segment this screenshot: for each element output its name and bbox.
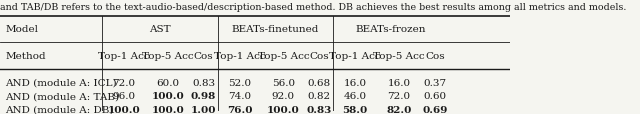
Text: 74.0: 74.0 — [228, 91, 251, 100]
Text: 100.0: 100.0 — [108, 105, 140, 114]
Text: 0.82: 0.82 — [308, 91, 331, 100]
Text: Cos: Cos — [425, 51, 445, 60]
Text: Method: Method — [5, 51, 45, 60]
Text: 100.0: 100.0 — [151, 91, 184, 100]
Text: 0.60: 0.60 — [424, 91, 447, 100]
Text: 0.68: 0.68 — [308, 78, 331, 87]
Text: Top-1 Acc: Top-1 Acc — [98, 51, 150, 60]
Text: 0.37: 0.37 — [424, 78, 447, 87]
Text: BEATs-finetuned: BEATs-finetuned — [232, 25, 319, 34]
Text: Cos: Cos — [194, 51, 213, 60]
Text: 0.69: 0.69 — [422, 105, 447, 114]
Text: BEATs-frozen: BEATs-frozen — [356, 25, 426, 34]
Text: AST: AST — [149, 25, 171, 34]
Text: AND (module A: TAB): AND (module A: TAB) — [5, 91, 119, 100]
Text: 1.00: 1.00 — [191, 105, 216, 114]
Text: Top-5 Acc: Top-5 Acc — [257, 51, 309, 60]
Text: 96.0: 96.0 — [112, 91, 136, 100]
Text: 82.0: 82.0 — [387, 105, 412, 114]
Text: 0.83: 0.83 — [192, 78, 215, 87]
Text: 46.0: 46.0 — [344, 91, 367, 100]
Text: 16.0: 16.0 — [344, 78, 367, 87]
Text: and TAB/DB refers to the text-audio-based/description-based method. DB achieves : and TAB/DB refers to the text-audio-base… — [0, 3, 627, 12]
Text: Model: Model — [5, 25, 38, 34]
Text: 72.0: 72.0 — [112, 78, 136, 87]
Text: 52.0: 52.0 — [228, 78, 251, 87]
Text: Top-5 Acc: Top-5 Acc — [373, 51, 425, 60]
Text: 72.0: 72.0 — [387, 91, 411, 100]
Text: 56.0: 56.0 — [272, 78, 295, 87]
Text: 0.98: 0.98 — [191, 91, 216, 100]
Text: 16.0: 16.0 — [387, 78, 411, 87]
Text: 100.0: 100.0 — [151, 105, 184, 114]
Text: Top-1 Acc: Top-1 Acc — [330, 51, 381, 60]
Text: Cos: Cos — [310, 51, 329, 60]
Text: 76.0: 76.0 — [227, 105, 252, 114]
Text: 100.0: 100.0 — [267, 105, 300, 114]
Text: 92.0: 92.0 — [272, 91, 295, 100]
Text: AND (module A: ICL): AND (module A: ICL) — [5, 78, 116, 87]
Text: Top-5 Acc: Top-5 Acc — [142, 51, 193, 60]
Text: 0.83: 0.83 — [307, 105, 332, 114]
Text: 58.0: 58.0 — [342, 105, 368, 114]
Text: AND (module A: DB): AND (module A: DB) — [5, 105, 113, 114]
Text: Top-1 Acc: Top-1 Acc — [214, 51, 266, 60]
Text: 60.0: 60.0 — [156, 78, 179, 87]
